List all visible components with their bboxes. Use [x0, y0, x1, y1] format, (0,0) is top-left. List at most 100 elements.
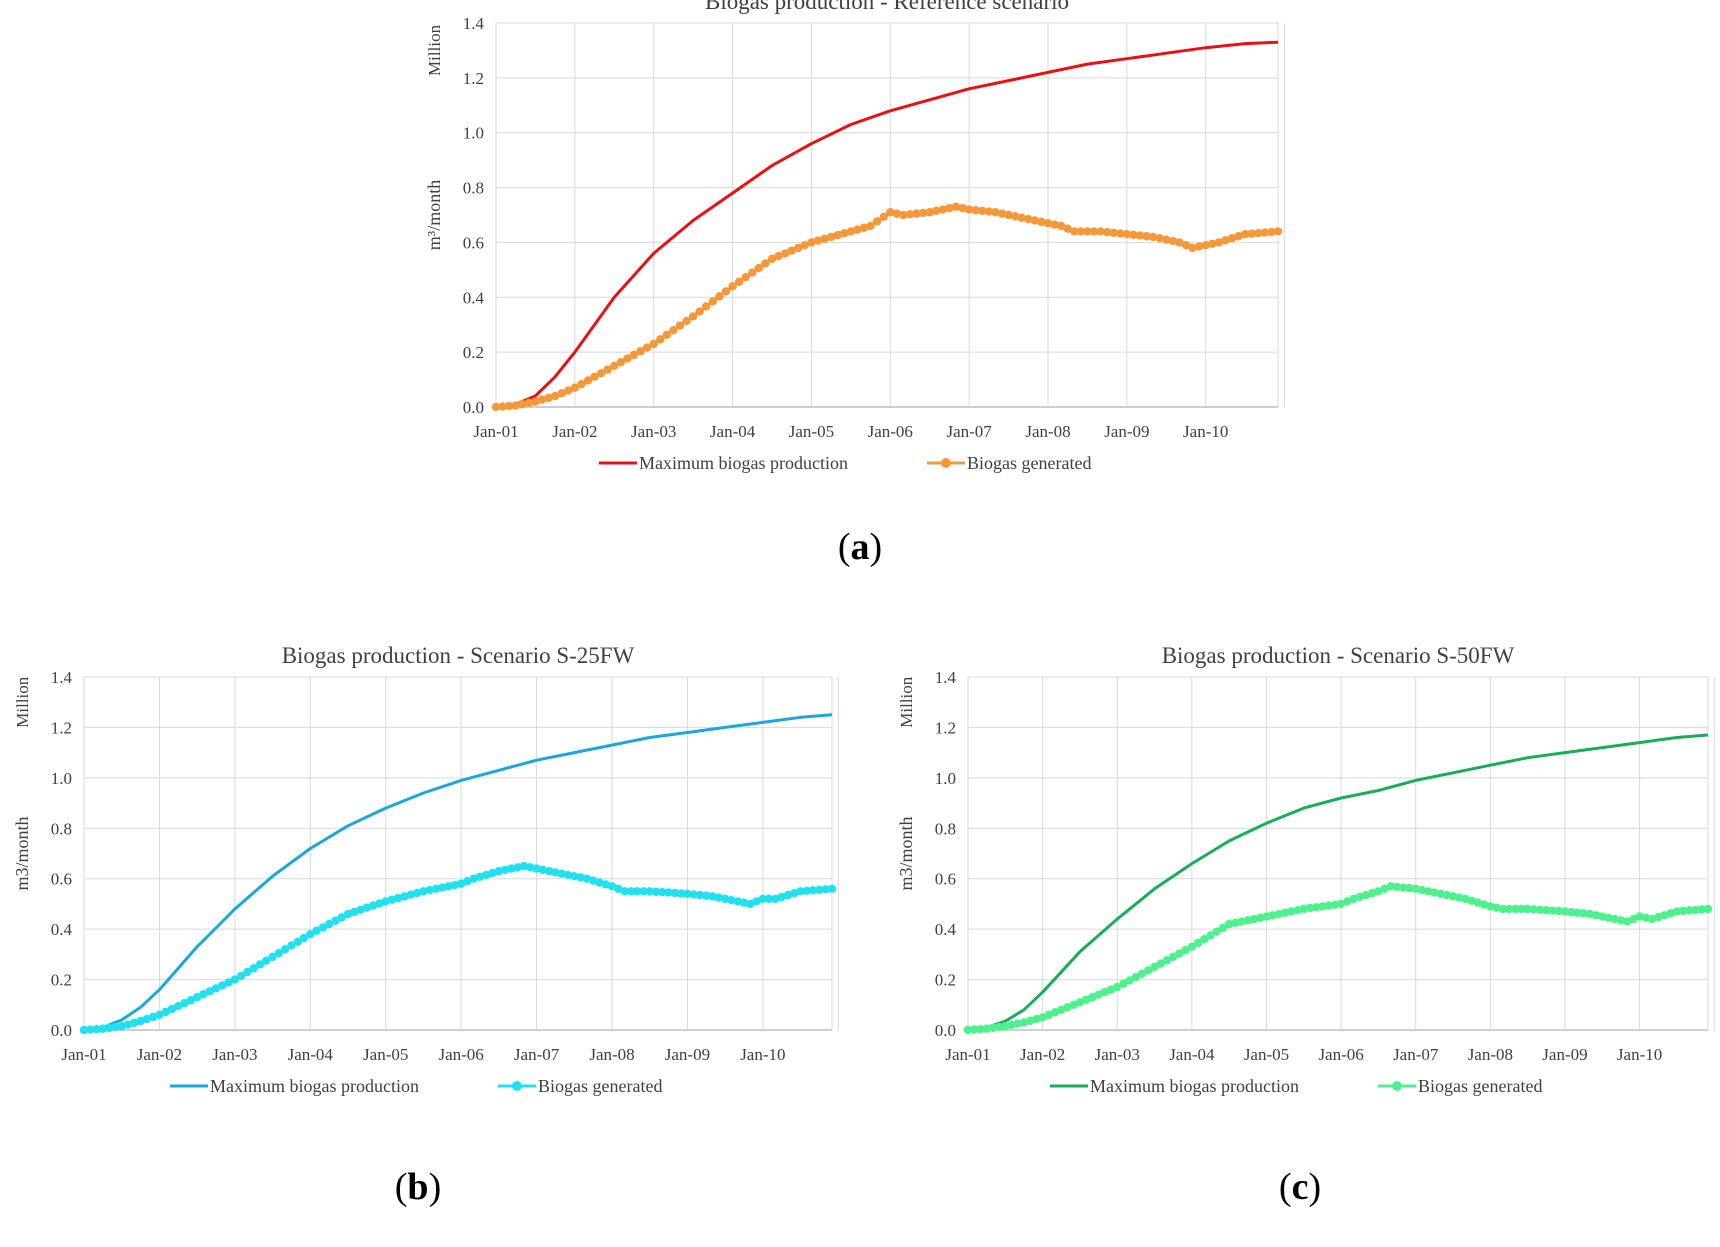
data-point-marker — [243, 967, 252, 977]
data-point-marker — [859, 223, 869, 232]
x-tick-label: Jan-06 — [1318, 1045, 1363, 1064]
data-point-marker — [623, 354, 632, 363]
x-tick-label: Jan-03 — [1095, 1045, 1140, 1064]
data-point-marker — [607, 882, 617, 891]
data-point-marker — [702, 302, 711, 311]
data-point-marker — [1001, 1022, 1010, 1031]
data-point-marker — [1703, 904, 1713, 914]
y-tick-label: 0.4 — [935, 920, 957, 939]
data-point-marker — [456, 879, 466, 888]
y-tick-label: 1.0 — [463, 124, 484, 143]
data-point-marker — [1155, 234, 1164, 243]
x-tick-label: Jan-08 — [1468, 1045, 1513, 1064]
data-point-marker — [92, 1024, 101, 1034]
x-tick-label: Jan-05 — [363, 1045, 408, 1064]
data-point-marker — [905, 210, 915, 219]
data-point-marker — [111, 1022, 120, 1032]
y-tick-label: 1.2 — [463, 69, 484, 88]
data-point-marker — [287, 941, 296, 950]
data-point-marker — [988, 1023, 998, 1033]
data-point-marker — [1498, 904, 1507, 914]
data-point-marker — [381, 897, 390, 906]
data-point-marker — [964, 205, 974, 214]
data-point-marker — [513, 863, 522, 872]
data-point-marker — [925, 208, 934, 217]
data-point-marker — [976, 1024, 985, 1034]
data-point-marker — [1135, 231, 1145, 240]
data-point-marker — [1411, 884, 1420, 893]
y-tick-label: 0.2 — [51, 971, 72, 990]
data-point-marker — [651, 887, 661, 896]
data-point-marker — [1224, 919, 1234, 929]
x-tick-label: Jan-02 — [137, 1045, 182, 1064]
x-tick-label: Jan-03 — [631, 422, 676, 441]
x-tick-label: Jan-08 — [589, 1045, 634, 1064]
data-point-marker — [632, 887, 642, 896]
chart-svg: 0.0 0.2 0.4 0.6 0.8 1.0 1.2 1.4 Jan-01 Jan-02 Jan-… — [12, 643, 839, 1096]
data-point-marker — [688, 312, 698, 321]
x-tick-label: Jan-04 — [288, 1045, 334, 1064]
y-tick-label: 0.6 — [463, 233, 484, 252]
x-tick-label: Jan-01 — [61, 1045, 106, 1064]
data-point-marker — [570, 871, 579, 881]
data-point-marker — [984, 207, 994, 216]
panel-label-c: (c) — [1278, 1166, 1322, 1208]
data-point-marker — [394, 893, 403, 903]
data-point-marker — [1142, 232, 1151, 241]
data-point-marker — [1234, 232, 1243, 241]
data-point-marker — [537, 395, 547, 404]
data-point-marker — [79, 1025, 89, 1035]
data-point-marker — [720, 894, 730, 904]
data-point-marker — [518, 400, 527, 409]
data-point-marker — [324, 919, 334, 929]
x-tick-label: Jan-02 — [552, 422, 597, 441]
data-point-marker — [1131, 972, 1141, 982]
data-point-marker — [255, 960, 265, 969]
data-point-marker — [886, 208, 895, 217]
data-point-marker — [431, 884, 441, 893]
data-point-marker — [734, 277, 744, 286]
data-point-marker — [117, 1022, 126, 1031]
data-point-marker — [1262, 912, 1271, 921]
data-point-marker — [991, 208, 1000, 217]
data-point-marker — [715, 292, 724, 301]
data-point-marker — [412, 888, 422, 898]
data-point-marker — [538, 865, 548, 875]
data-point-marker — [767, 254, 777, 264]
legend-label-maximum-biogas-production: Maximum biogas production — [639, 453, 848, 473]
data-point-marker — [519, 861, 529, 871]
data-point-marker — [1293, 906, 1302, 915]
data-point-marker — [1678, 906, 1688, 916]
data-point-marker — [1162, 956, 1172, 965]
data-point-marker — [590, 372, 599, 382]
data-point-marker — [98, 1024, 108, 1033]
legend-marker-biogas-generated — [512, 1081, 522, 1091]
data-point-marker — [174, 1001, 183, 1011]
x-tick-label: Jan-09 — [1104, 422, 1149, 441]
data-point-marker — [1448, 892, 1458, 901]
y-tick-label: 1.4 — [463, 14, 485, 33]
data-point-marker — [557, 389, 566, 398]
data-point-marker — [1137, 969, 1147, 978]
data-point-marker — [1672, 907, 1682, 916]
data-point-marker — [104, 1023, 114, 1033]
data-point-marker — [1585, 909, 1595, 919]
legend-label-maximum-biogas-production: Maximum biogas production — [1090, 1076, 1299, 1096]
data-point-marker — [675, 321, 685, 330]
data-point-marker — [1517, 904, 1526, 914]
data-point-marker — [629, 350, 639, 360]
x-tick-label: Jan-06 — [868, 422, 913, 441]
data-point-marker — [815, 885, 824, 895]
data-point-marker — [1299, 904, 1308, 914]
data-point-marker — [994, 1022, 1004, 1032]
data-point-marker — [199, 990, 208, 999]
x-tick-label: Jan-01 — [945, 1045, 990, 1064]
y-unit-label: Million — [13, 676, 32, 728]
data-point-marker — [978, 206, 987, 216]
data-point-marker — [1070, 227, 1079, 236]
data-point-marker — [577, 379, 586, 389]
data-point-marker — [504, 401, 514, 411]
data-point-marker — [1697, 905, 1706, 914]
data-point-marker — [167, 1004, 177, 1014]
data-point-marker — [1260, 228, 1270, 237]
